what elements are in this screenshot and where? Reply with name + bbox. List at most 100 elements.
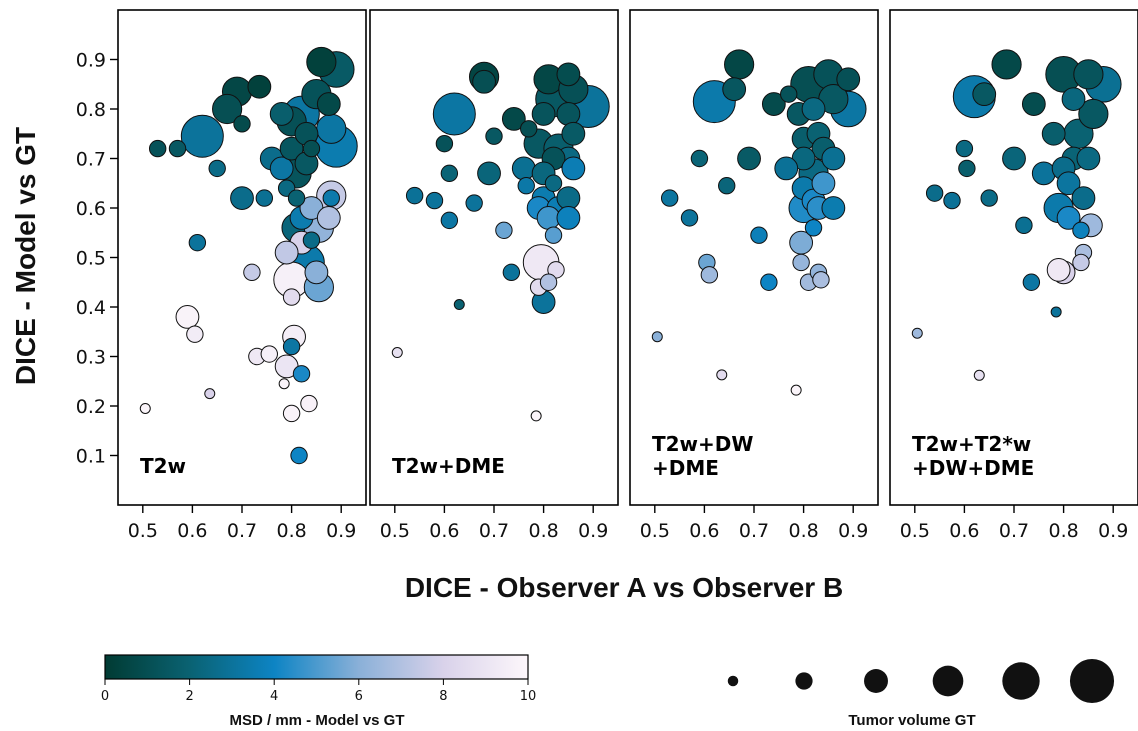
y-tick-label: 0.9	[76, 50, 106, 72]
size-legend-dot	[1069, 658, 1115, 704]
data-point	[432, 92, 476, 136]
panel-label-line: +DME	[652, 456, 719, 480]
x-tick-label: 0.5	[640, 520, 670, 542]
data-point	[973, 369, 985, 381]
x-tick-label: 0.5	[380, 520, 410, 542]
data-point	[304, 260, 329, 285]
x-tick-label: 0.8	[788, 520, 818, 542]
data-point	[761, 92, 786, 116]
data-point	[561, 156, 586, 181]
data-point	[405, 186, 424, 205]
y-tick-label: 0.1	[76, 446, 106, 468]
data-point	[208, 159, 226, 178]
size-legend-title: Tumor volume GT	[848, 712, 975, 729]
x-tick-label: 0.8	[1048, 520, 1078, 542]
data-point	[660, 189, 679, 207]
data-point	[1076, 146, 1101, 171]
size-legend-dot	[795, 672, 813, 690]
data-point	[255, 189, 274, 207]
data-point	[812, 271, 830, 289]
data-point	[1078, 98, 1109, 130]
data-point	[680, 209, 699, 227]
y-tick-label: 0.7	[76, 149, 106, 171]
data-point	[750, 226, 768, 244]
x-tick-label: 0.8	[276, 520, 306, 542]
data-point	[175, 305, 200, 329]
x-tick-label: 0.9	[326, 520, 356, 542]
x-tick-label: 0.6	[689, 520, 719, 542]
data-point	[760, 273, 778, 291]
data-point	[1071, 186, 1096, 211]
data-point	[316, 113, 347, 144]
x-tick-label: 0.9	[1098, 520, 1128, 542]
x-tick-label: 0.7	[739, 520, 769, 542]
data-point	[821, 196, 846, 220]
data-point	[485, 127, 503, 145]
x-tick-label: 0.8	[528, 520, 558, 542]
y-tick-label: 0.4	[76, 297, 106, 319]
data-point	[440, 211, 459, 230]
panel-label: T2w+DW +DME	[652, 432, 753, 480]
data-point	[243, 263, 261, 282]
data-point	[247, 74, 272, 99]
data-point	[465, 194, 483, 212]
data-point	[774, 156, 799, 181]
data-point	[435, 134, 454, 153]
colorbar-gradient	[104, 654, 529, 680]
x-axis-title: DICE - Observer A vs Observer B	[405, 572, 843, 603]
data-point	[556, 206, 581, 230]
data-point	[186, 325, 204, 343]
panel-3: 0.5 0.6 0.7 0.8 0.9 T2w+DW +DME	[629, 9, 879, 542]
data-point	[700, 266, 719, 284]
colorbar-tick-label: 0	[101, 689, 109, 704]
data-point	[316, 206, 341, 230]
colorbar-title: MSD / mm - Model vs GT	[229, 712, 404, 729]
x-tick-label: 0.9	[578, 520, 608, 542]
y-axis: 0.1 0.2 0.3 0.4 0.5 0.6 0.7 0.8 0.9	[76, 50, 118, 468]
data-point	[1031, 161, 1056, 186]
data-point	[517, 177, 535, 195]
data-point	[440, 164, 459, 183]
data-point	[260, 345, 278, 363]
panels: 0.5 0.6 0.7 0.8 0.9 T2w 0.5 0.6 0.7 0.8 0.9 T2w+DME…	[117, 9, 1138, 542]
panel-label: T2w+T2*w +DW+DME	[912, 432, 1034, 480]
data-point	[168, 139, 187, 158]
data-point	[212, 93, 243, 125]
panel-1: 0.5 0.6 0.7 0.8 0.9 T2w	[117, 9, 367, 542]
data-point	[204, 388, 216, 400]
data-point	[1072, 221, 1090, 239]
data-point	[943, 191, 961, 210]
colorbar-tick-label: 10	[520, 689, 537, 704]
panel-label-line: T2w+T2*w	[912, 432, 1031, 456]
y-tick-label: 0.5	[76, 248, 106, 270]
data-point	[425, 191, 444, 210]
data-point	[716, 369, 728, 381]
x-tick-label: 0.7	[227, 520, 257, 542]
y-tick-label: 0.2	[76, 396, 106, 418]
x-tick-label: 0.7	[999, 520, 1029, 542]
data-point	[1056, 206, 1081, 230]
data-point	[1002, 146, 1026, 171]
data-point	[1041, 121, 1066, 146]
x-tick-label: 0.6	[429, 520, 459, 542]
colorbar-tick-label: 8	[439, 689, 447, 704]
data-point	[302, 139, 321, 158]
data-point	[801, 97, 826, 121]
panel-points	[391, 61, 610, 422]
x-tick-label: 0.5	[128, 520, 158, 542]
data-point	[269, 156, 294, 181]
data-point	[282, 288, 301, 306]
data-point	[316, 92, 341, 116]
data-point	[1072, 253, 1090, 272]
data-point	[501, 107, 526, 131]
data-point	[290, 446, 308, 465]
x-tick-label: 0.7	[479, 520, 509, 542]
colorbar-ticks: 0 2 4 6 8 10	[101, 679, 536, 704]
data-point	[1015, 216, 1033, 235]
data-point	[287, 189, 306, 207]
x-tick-label: 0.6	[177, 520, 207, 542]
colorbar-tick-label: 4	[270, 689, 278, 704]
data-point	[718, 177, 736, 195]
panel-label-line: +DW+DME	[912, 456, 1034, 480]
